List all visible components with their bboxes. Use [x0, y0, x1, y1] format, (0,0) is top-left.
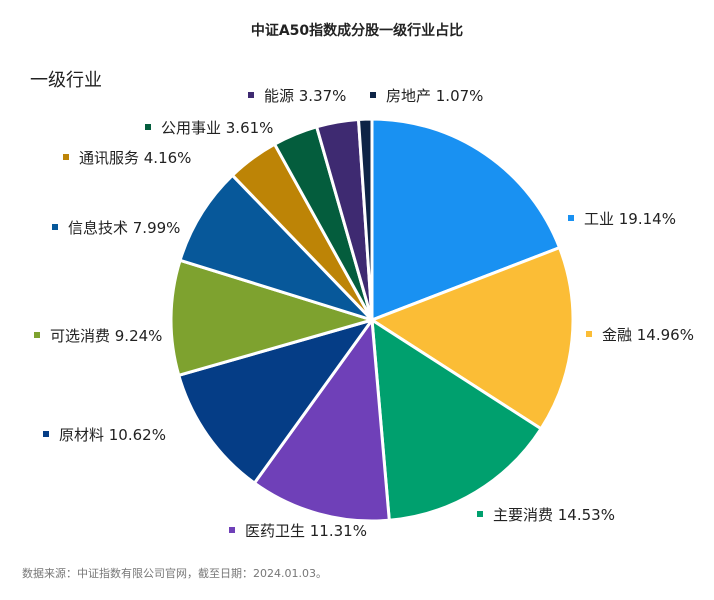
chart-subtitle: 一级行业: [30, 70, 102, 91]
slice-label: 主要消费 14.53%: [477, 506, 615, 524]
legend-marker: [477, 511, 483, 517]
legend-marker: [63, 154, 69, 160]
slice-label: 原材料 10.62%: [43, 426, 166, 444]
slice-label-text: 原材料 10.62%: [59, 426, 166, 444]
chart-title: 中证A50指数成分股一级行业占比: [250, 23, 464, 39]
legend-marker: [34, 332, 40, 338]
slice-label-text: 医药卫生 11.31%: [245, 522, 367, 540]
slice-label-text: 房地产 1.07%: [386, 87, 483, 105]
legend-marker: [43, 431, 49, 437]
slice-label: 可选消费 9.24%: [34, 327, 162, 345]
slice-labels: 工业 19.14% 金融 14.96% 主要消费 14.53% 医药卫生 11.31%…: [34, 87, 694, 540]
legend-marker: [568, 215, 574, 221]
pie-slice: [370, 117, 562, 322]
slice-label-text: 能源 3.37%: [264, 87, 346, 105]
slice-label: 公用事业 3.61%: [145, 119, 273, 137]
data-source-note: 数据来源：中证指数有限公司官网，截至日期：2024.01.03。: [22, 567, 327, 580]
slice-label-text: 金融 14.96%: [602, 326, 694, 344]
pie-slice: [178, 173, 374, 322]
legend-marker: [229, 527, 235, 533]
slice-label: 能源 3.37%: [248, 87, 346, 105]
slice-label: 金融 14.96%: [586, 326, 694, 344]
pie-slice: [357, 117, 374, 322]
pie-slice: [370, 318, 543, 522]
legend-marker: [145, 124, 151, 130]
slice-label-text: 主要消费 14.53%: [493, 506, 615, 524]
slice-label-text: 工业 19.14%: [584, 210, 676, 228]
slice-label: 工业 19.14%: [568, 210, 676, 228]
slice-label: 通讯服务 4.16%: [63, 149, 191, 167]
pie-slice: [177, 318, 374, 485]
pie-slice: [252, 318, 391, 523]
legend-marker: [52, 224, 58, 230]
slice-label: 房地产 1.07%: [370, 87, 483, 105]
slice-label: 信息技术 7.99%: [52, 219, 180, 237]
pie-slice: [169, 258, 374, 377]
slice-label-text: 公用事业 3.61%: [161, 119, 273, 137]
pie-slice: [370, 246, 575, 431]
slice-label-text: 通讯服务 4.16%: [79, 149, 191, 167]
slice-label-text: 可选消费 9.24%: [50, 327, 162, 345]
slice-label: 医药卫生 11.31%: [229, 522, 367, 540]
legend-marker: [586, 331, 592, 337]
legend-marker: [248, 92, 254, 98]
slice-label-text: 信息技术 7.99%: [68, 219, 180, 237]
legend-marker: [370, 92, 376, 98]
pie-slices: [169, 117, 575, 523]
